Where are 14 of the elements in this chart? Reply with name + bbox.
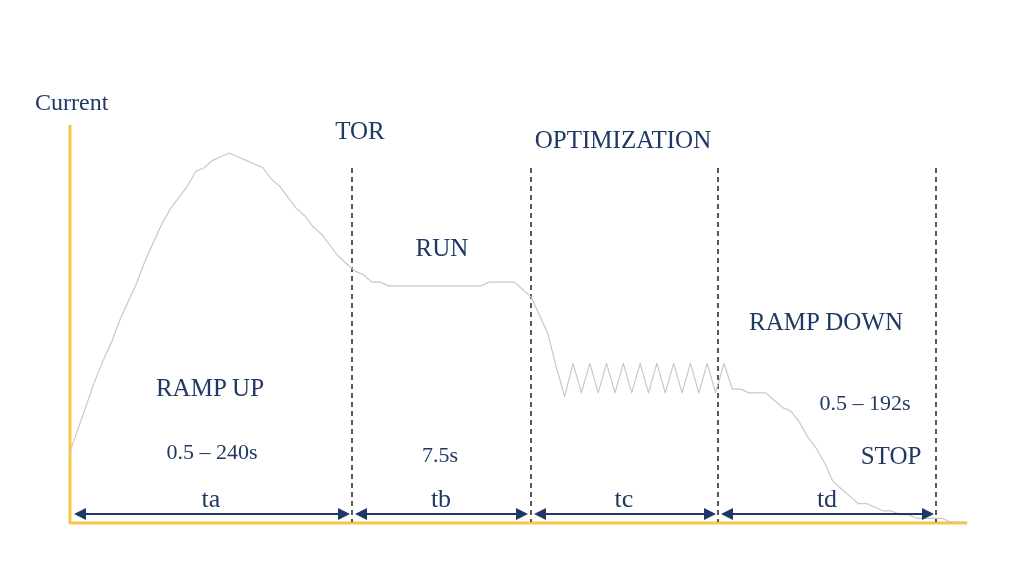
annotation: ta (201, 484, 221, 513)
annotation: 0.5 – 192s (819, 390, 911, 415)
annotation: tc (614, 484, 634, 513)
annotation: 7.5s (421, 442, 459, 467)
y-axis-title: Current (35, 89, 109, 115)
annotation: STOP (860, 442, 922, 469)
annotation: RAMP UP (155, 374, 265, 401)
annotation: RUN (415, 234, 469, 261)
annotation: 0.5 – 240s (166, 439, 258, 464)
text: TOR (335, 117, 386, 144)
annotation: td (816, 484, 838, 513)
annotation: tb (430, 484, 452, 513)
annotation: RAMP DOWN (749, 308, 903, 335)
annotation: OPTIMIZATION (534, 126, 712, 153)
